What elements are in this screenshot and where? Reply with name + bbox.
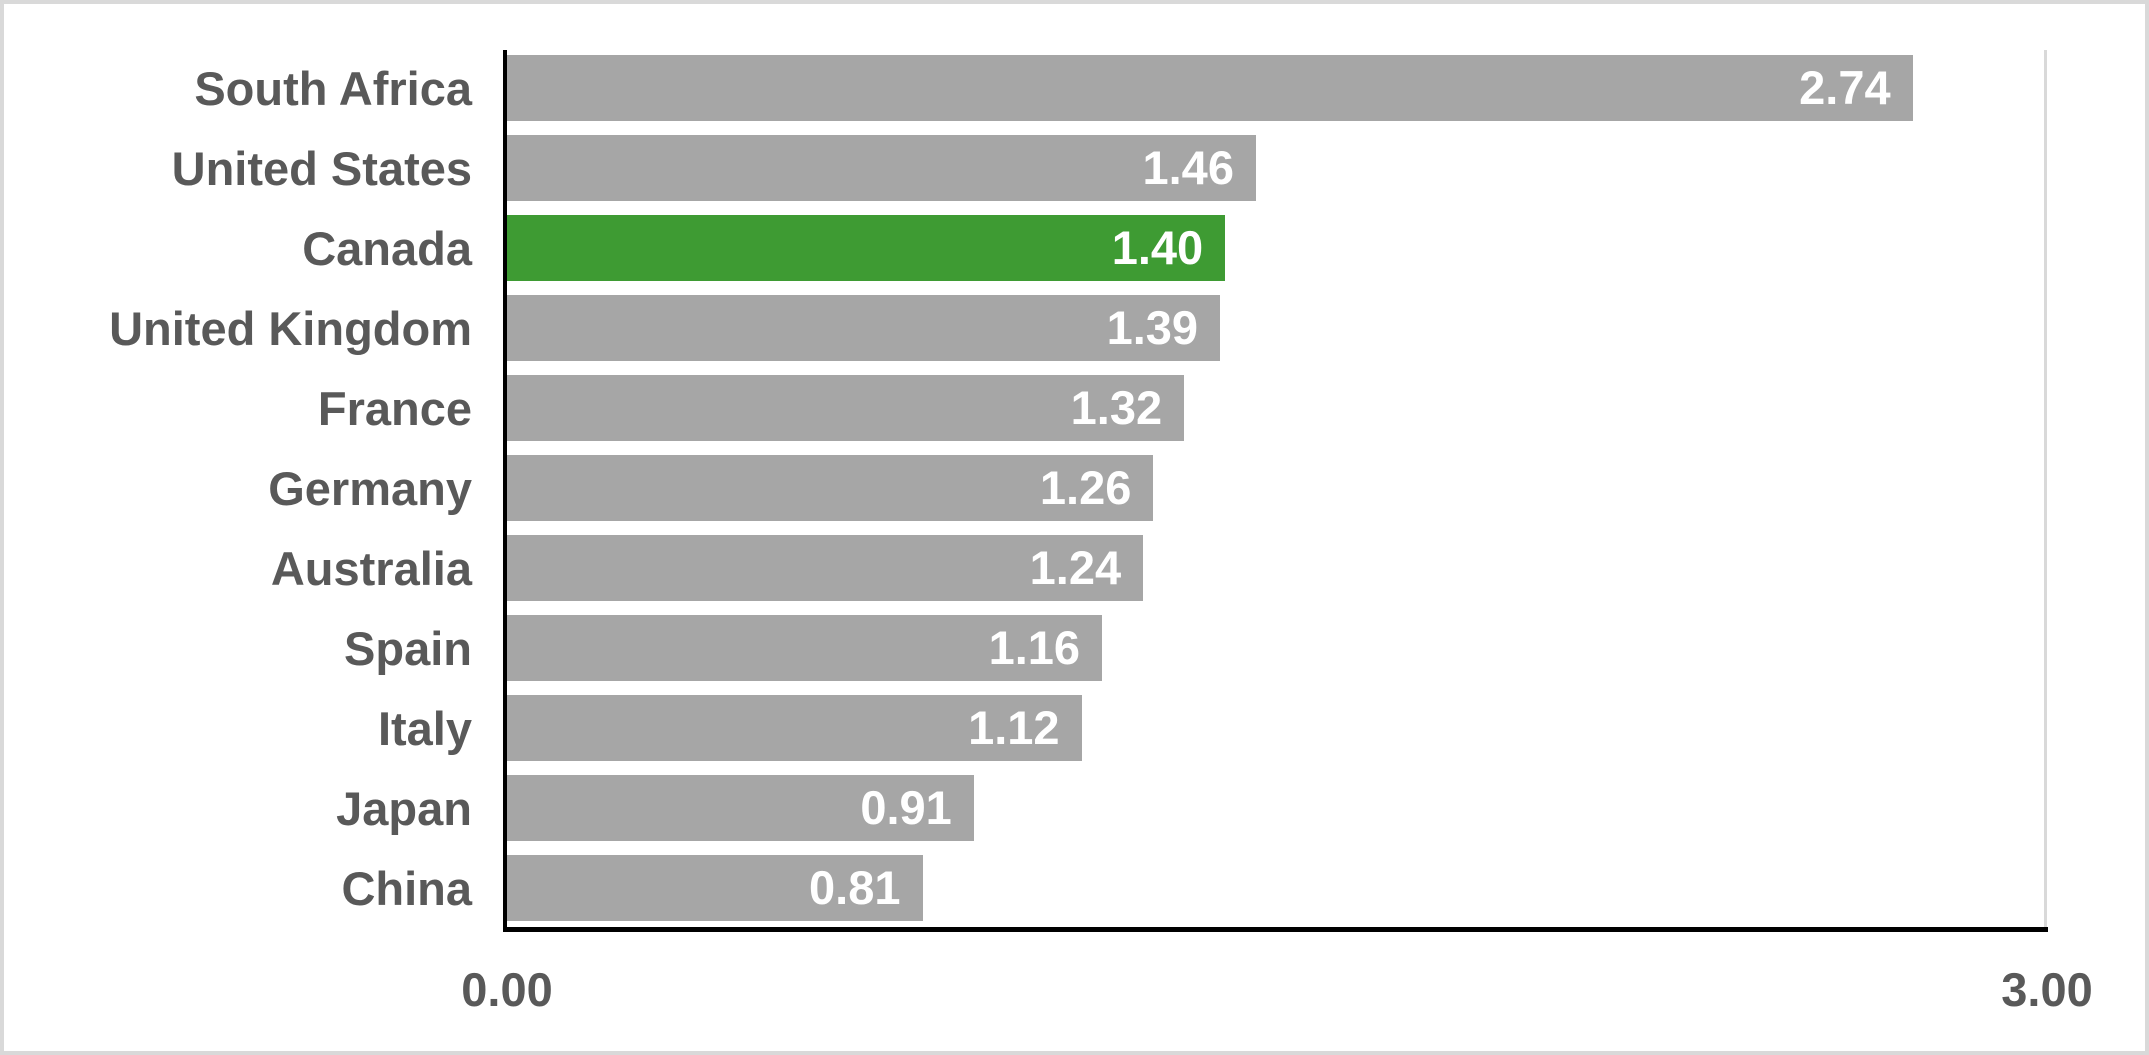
y-axis-line (503, 50, 507, 931)
value-label: 0.81 (809, 861, 901, 914)
category-label: Canada (302, 221, 472, 275)
category-label: Spain (344, 621, 472, 675)
bar-track: 1.40 (507, 215, 2046, 281)
value-label: 1.32 (1070, 381, 1163, 434)
gridline-3.00 (2044, 50, 2047, 927)
value-label: 1.26 (1039, 461, 1132, 514)
bar-row: France 1.32 (4, 368, 2145, 448)
category-label: China (341, 861, 472, 915)
bar-row: China 0.81 (4, 848, 2145, 928)
bar: 0.91 (507, 775, 974, 841)
bar-track: 1.39 (507, 295, 2046, 361)
bar: 1.32 (507, 375, 1185, 441)
bar: 1.39 (507, 295, 1221, 361)
category-label: United Kingdom (109, 301, 472, 355)
bar-row: Japan 0.91 (4, 768, 2145, 848)
value-label: 1.24 (1029, 541, 1122, 594)
category-label: Australia (270, 541, 472, 595)
bar-row: Germany 1.26 (4, 448, 2145, 528)
category-label: United States (171, 141, 472, 195)
bar-row: Italy 1.12 (4, 688, 2145, 768)
category-label: France (317, 381, 472, 435)
bar-row: United Kingdom 1.39 (4, 288, 2145, 368)
bar: 2.74 (507, 55, 1913, 121)
x-tick-label-max: 3.00 (2001, 963, 2093, 1016)
bar: 1.12 (507, 695, 1082, 761)
value-label: 1.40 (1111, 221, 1204, 274)
bar-track: 1.32 (507, 375, 2046, 441)
value-label: 1.39 (1106, 301, 1199, 354)
value-label: 1.46 (1142, 141, 1234, 194)
bar-track: 1.24 (507, 535, 2046, 601)
value-label: 2.74 (1799, 61, 1891, 114)
x-tick-label-min: 0.00 (461, 963, 553, 1016)
bar: 1.16 (507, 615, 1103, 681)
bar: 1.26 (507, 455, 1154, 521)
bar-row: Canada 1.40 (4, 208, 2145, 288)
category-label: South Africa (194, 61, 472, 115)
bar-row: United States 1.46 (4, 128, 2145, 208)
category-label: Italy (377, 701, 472, 755)
bar-track: 1.12 (507, 695, 2046, 761)
category-label: Japan (336, 781, 472, 835)
x-axis-line (503, 927, 2048, 932)
category-label: Germany (268, 461, 472, 515)
value-label: 1.12 (968, 701, 1060, 754)
bar-row: Spain 1.16 (4, 608, 2145, 688)
bar-track: 1.26 (507, 455, 2046, 521)
bar-track: 0.91 (507, 775, 2046, 841)
bar: 0.81 (507, 855, 923, 921)
bar-track: 0.81 (507, 855, 2046, 921)
bar-track: 2.74 (507, 55, 2046, 121)
bar: 1.46 (507, 135, 1256, 201)
value-label: 0.91 (860, 781, 952, 834)
bar-track: 1.16 (507, 615, 2046, 681)
bar-rows: South Africa 2.74 United States 1.46 Canada 1… (4, 48, 2145, 928)
bar: 1.24 (507, 535, 1144, 601)
bar-row: South Africa 2.74 (4, 48, 2145, 128)
value-label: 1.16 (988, 621, 1081, 674)
bar-row: Australia 1.24 (4, 528, 2145, 608)
bar-track: 1.46 (507, 135, 2046, 201)
bar-highlighted: 1.40 (507, 215, 1226, 281)
